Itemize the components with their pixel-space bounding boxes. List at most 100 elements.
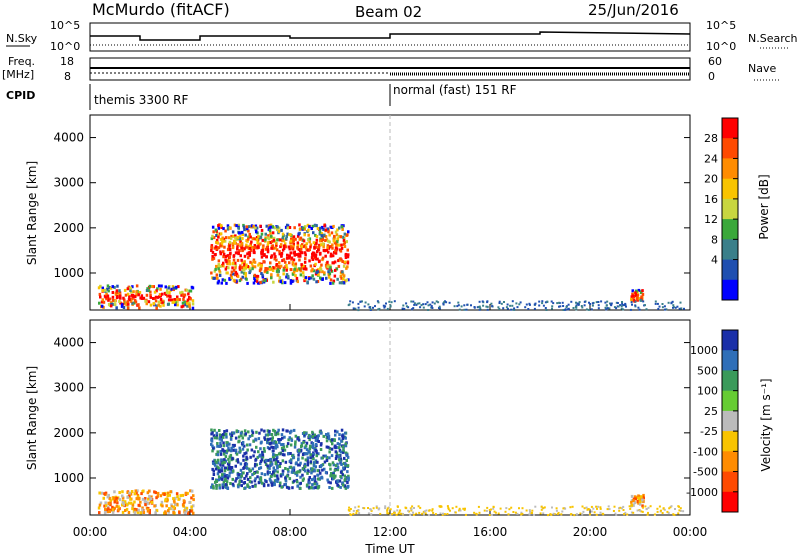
echo-cell	[658, 305, 661, 308]
echo-cell	[345, 278, 349, 282]
echo-cell	[319, 464, 323, 468]
freq-label-line1: Freq.	[8, 55, 35, 68]
echo-cell	[324, 454, 327, 458]
echo-cell	[619, 304, 622, 307]
echo-cell	[226, 254, 230, 258]
echo-cell	[401, 512, 404, 515]
echo-cell	[552, 512, 555, 515]
echo-cell	[215, 431, 219, 435]
echo-cell	[241, 237, 244, 240]
echo-cell	[133, 298, 137, 302]
echo-cell	[161, 504, 164, 508]
echo-cell	[418, 511, 421, 514]
echo-cell	[273, 257, 276, 261]
echo-cell	[280, 251, 284, 255]
echo-cell	[457, 304, 460, 307]
echo-cell	[97, 506, 101, 510]
echo-cell	[644, 304, 646, 307]
echo-cell	[632, 503, 635, 507]
echo-cell	[123, 500, 127, 504]
echo-cell	[270, 234, 273, 238]
echo-cell	[236, 243, 240, 247]
echo-cell	[224, 474, 227, 478]
echo-cell	[327, 434, 331, 438]
echo-cell	[288, 477, 292, 481]
echo-cell	[232, 234, 235, 238]
echo-cell	[377, 308, 380, 311]
echo-cell	[266, 267, 269, 271]
echo-cell	[330, 474, 333, 478]
echo-cell	[348, 303, 351, 306]
echo-cell	[630, 503, 634, 507]
echo-cell	[293, 445, 297, 449]
echo-cell	[104, 504, 108, 508]
echo-cell	[497, 512, 500, 515]
echo-cell	[236, 245, 239, 249]
echo-cell	[503, 301, 505, 303]
echo-cell	[237, 483, 241, 487]
echo-cell	[498, 300, 501, 303]
echo-cell	[606, 300, 609, 303]
echo-cell	[215, 484, 218, 488]
echo-cell	[282, 247, 286, 250]
echo-cell	[115, 291, 119, 295]
echo-cell	[558, 305, 560, 308]
echo-cell	[509, 304, 512, 307]
echo-cell	[191, 302, 195, 306]
echo-cell	[236, 458, 239, 462]
echo-cell	[319, 268, 323, 272]
echo-cell	[621, 301, 623, 303]
echo-cell	[281, 281, 284, 285]
echo-cell	[258, 454, 261, 458]
echo-cell	[286, 253, 289, 257]
echo-cell	[286, 442, 290, 446]
echo-cell	[321, 456, 324, 460]
echo-cell	[270, 273, 273, 277]
echo-cell	[607, 505, 610, 508]
echo-cell	[505, 306, 508, 309]
echo-cell	[166, 494, 169, 498]
echo-cell	[182, 503, 185, 507]
echo-cell	[260, 232, 264, 236]
echo-cell	[294, 442, 297, 446]
echo-cell	[340, 225, 344, 229]
echo-cell	[329, 467, 332, 471]
velocity-colorbar-label: Velocity [m s⁻¹]	[759, 378, 773, 471]
echo-cell	[284, 476, 287, 480]
echo-cell	[657, 307, 660, 310]
echo-cell	[105, 292, 108, 296]
echo-cell	[109, 499, 112, 503]
echo-cell	[298, 449, 301, 452]
echo-cell	[336, 237, 340, 241]
echo-cell	[274, 462, 278, 465]
echo-cell	[179, 291, 182, 295]
echo-cell	[246, 252, 249, 256]
echo-cell	[528, 303, 531, 306]
echo-cell	[343, 241, 346, 245]
echo-cell	[220, 438, 223, 442]
echo-cell	[115, 289, 119, 293]
echo-cell	[628, 505, 631, 508]
echo-cell	[233, 223, 237, 227]
echo-cell	[251, 473, 254, 477]
echo-cell	[124, 301, 128, 305]
echo-cell	[458, 308, 461, 311]
echo-cell	[320, 234, 323, 238]
echo-cell	[240, 246, 243, 250]
echo-cell	[176, 495, 179, 498]
echo-cell	[583, 300, 586, 303]
echo-cell	[222, 264, 225, 268]
echo-cell	[393, 510, 396, 513]
echo-cell	[144, 499, 147, 503]
echo-cell	[118, 300, 121, 303]
echo-cell	[247, 437, 250, 441]
echo-cell	[338, 281, 342, 285]
echo-cell	[625, 305, 627, 308]
echo-cell	[275, 457, 278, 461]
echo-cell	[331, 243, 334, 247]
echo-cell	[237, 226, 240, 230]
echo-cell	[221, 433, 225, 437]
y-tick-label: 4000	[53, 131, 84, 145]
echo-cell	[312, 277, 316, 281]
echo-cell	[248, 443, 252, 447]
